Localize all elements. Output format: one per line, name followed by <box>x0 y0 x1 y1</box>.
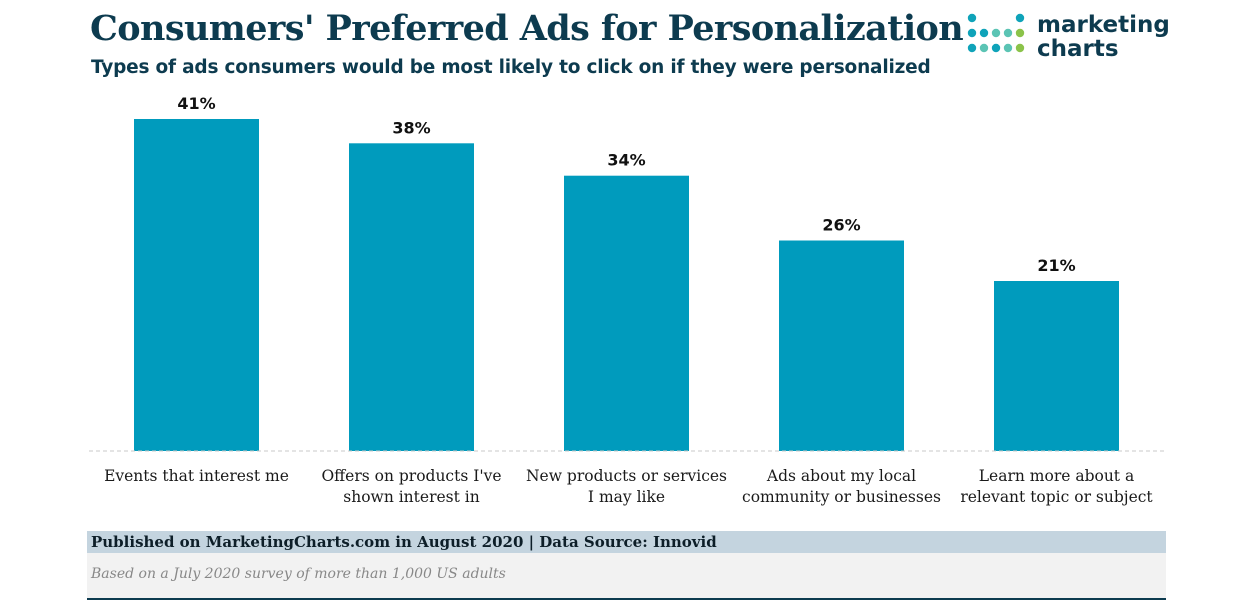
category-label: community or businesses <box>742 488 941 506</box>
category-label: I may like <box>588 488 665 506</box>
bar[interactable] <box>994 281 1119 451</box>
category-label: relevant topic or subject <box>960 488 1153 506</box>
logo-dot <box>1003 28 1013 38</box>
bar[interactable] <box>779 240 904 452</box>
bar-value-label: 34% <box>607 151 645 170</box>
survey-note-band: Based on a July 2020 survey of more than… <box>87 553 1166 600</box>
logo-dot <box>967 28 977 38</box>
logo-dot <box>967 43 977 53</box>
logo-dot <box>1015 13 1025 23</box>
logo-dot <box>1003 43 1013 53</box>
bar-value-label: 38% <box>392 118 430 137</box>
bar-value-label: 41% <box>177 94 215 113</box>
logo-dot <box>979 43 989 53</box>
bar-value-label: 21% <box>1037 256 1075 275</box>
logo-dot <box>967 13 977 23</box>
category-label: Events that interest me <box>104 467 289 485</box>
logo-dot <box>991 43 1001 53</box>
category-label: shown interest in <box>343 488 479 506</box>
published-band: Published on MarketingCharts.com in Augu… <box>87 531 1166 553</box>
category-label: Offers on products I've <box>321 467 501 485</box>
published-source-text: Published on MarketingCharts.com in Augu… <box>91 533 717 551</box>
survey-note-text: Based on a July 2020 survey of more than… <box>91 566 506 582</box>
bar[interactable] <box>134 119 259 451</box>
chart-subtitle: Types of ads consumers would be most lik… <box>91 57 931 78</box>
bar[interactable] <box>564 175 689 451</box>
bar[interactable] <box>349 143 474 452</box>
bar-value-label: 26% <box>822 216 860 235</box>
logo-text-line1: marketing <box>1037 12 1170 38</box>
logo-dot <box>1015 43 1025 53</box>
logo-dot <box>1015 28 1025 38</box>
chart-title: Consumers' Preferred Ads for Personaliza… <box>90 8 964 49</box>
bar-chart: 41% Events that interest me 38% Offers on p… <box>89 94 1164 506</box>
category-label: New products or services <box>526 467 727 485</box>
logo-dot <box>979 28 989 38</box>
category-label: Learn more about a <box>979 467 1134 485</box>
category-label: Ads about my local <box>766 467 916 485</box>
logo-text-line2: charts <box>1037 36 1119 62</box>
logo-dots-icon <box>967 13 1025 53</box>
logo-dot <box>991 28 1001 38</box>
